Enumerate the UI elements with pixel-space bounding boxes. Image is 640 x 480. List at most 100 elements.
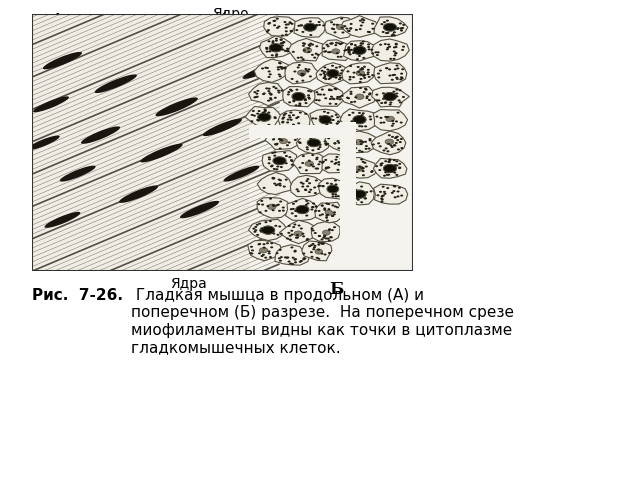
Circle shape bbox=[365, 96, 369, 97]
Circle shape bbox=[261, 68, 264, 70]
Circle shape bbox=[311, 154, 314, 156]
Circle shape bbox=[399, 28, 403, 30]
Circle shape bbox=[270, 165, 273, 168]
Circle shape bbox=[269, 93, 273, 95]
Circle shape bbox=[376, 54, 379, 56]
Circle shape bbox=[260, 255, 264, 257]
Circle shape bbox=[281, 118, 284, 120]
Circle shape bbox=[298, 25, 300, 27]
Ellipse shape bbox=[355, 140, 364, 145]
Circle shape bbox=[281, 35, 284, 36]
Circle shape bbox=[353, 72, 356, 73]
Ellipse shape bbox=[119, 185, 158, 203]
Circle shape bbox=[276, 234, 280, 236]
Circle shape bbox=[380, 102, 383, 104]
Circle shape bbox=[365, 166, 368, 168]
Circle shape bbox=[286, 238, 289, 240]
Circle shape bbox=[315, 53, 317, 55]
Circle shape bbox=[358, 150, 361, 152]
Circle shape bbox=[350, 187, 353, 189]
Circle shape bbox=[350, 144, 353, 145]
Circle shape bbox=[306, 238, 309, 240]
Ellipse shape bbox=[95, 74, 137, 93]
Circle shape bbox=[304, 189, 307, 191]
Circle shape bbox=[270, 246, 273, 248]
Ellipse shape bbox=[60, 166, 95, 181]
Circle shape bbox=[364, 88, 367, 90]
Circle shape bbox=[315, 158, 318, 160]
Circle shape bbox=[310, 256, 314, 258]
Circle shape bbox=[291, 230, 293, 232]
Polygon shape bbox=[316, 63, 347, 84]
Circle shape bbox=[327, 167, 330, 168]
Circle shape bbox=[336, 135, 339, 137]
Ellipse shape bbox=[383, 24, 396, 31]
Circle shape bbox=[282, 41, 285, 43]
Circle shape bbox=[297, 122, 300, 124]
Circle shape bbox=[265, 87, 268, 89]
Polygon shape bbox=[289, 38, 324, 61]
Polygon shape bbox=[322, 40, 352, 60]
Ellipse shape bbox=[140, 144, 182, 162]
Circle shape bbox=[378, 76, 380, 78]
Circle shape bbox=[294, 258, 297, 260]
Circle shape bbox=[392, 33, 395, 36]
Circle shape bbox=[386, 174, 389, 176]
Circle shape bbox=[347, 143, 350, 144]
Circle shape bbox=[300, 260, 303, 262]
Circle shape bbox=[348, 52, 351, 54]
Circle shape bbox=[359, 20, 362, 22]
Circle shape bbox=[335, 103, 337, 105]
Circle shape bbox=[360, 185, 363, 188]
Circle shape bbox=[285, 34, 288, 36]
Circle shape bbox=[292, 208, 295, 210]
Circle shape bbox=[323, 235, 326, 237]
Circle shape bbox=[275, 39, 278, 42]
Circle shape bbox=[282, 210, 285, 212]
Polygon shape bbox=[285, 62, 319, 84]
Ellipse shape bbox=[383, 165, 396, 172]
Circle shape bbox=[330, 96, 333, 98]
Circle shape bbox=[328, 103, 332, 105]
Circle shape bbox=[329, 236, 332, 238]
Circle shape bbox=[273, 182, 276, 185]
Circle shape bbox=[273, 137, 276, 139]
Circle shape bbox=[323, 110, 326, 113]
Circle shape bbox=[354, 44, 357, 46]
Circle shape bbox=[347, 48, 350, 49]
Circle shape bbox=[369, 92, 372, 95]
Circle shape bbox=[291, 246, 293, 249]
Circle shape bbox=[392, 74, 394, 76]
Circle shape bbox=[251, 250, 254, 252]
Circle shape bbox=[397, 191, 399, 192]
Ellipse shape bbox=[353, 46, 366, 54]
Circle shape bbox=[347, 48, 350, 50]
Circle shape bbox=[364, 197, 367, 199]
Circle shape bbox=[332, 119, 335, 121]
Circle shape bbox=[344, 137, 347, 139]
Circle shape bbox=[369, 116, 372, 118]
Circle shape bbox=[310, 251, 313, 253]
Circle shape bbox=[371, 52, 374, 54]
Circle shape bbox=[395, 44, 398, 46]
Circle shape bbox=[324, 144, 328, 146]
Circle shape bbox=[340, 158, 342, 160]
Circle shape bbox=[298, 105, 301, 107]
Ellipse shape bbox=[327, 70, 339, 77]
Circle shape bbox=[312, 149, 314, 151]
Circle shape bbox=[348, 164, 351, 166]
Circle shape bbox=[385, 67, 388, 69]
Circle shape bbox=[363, 77, 366, 79]
Circle shape bbox=[286, 48, 289, 50]
Circle shape bbox=[394, 54, 396, 56]
Circle shape bbox=[360, 24, 363, 26]
Circle shape bbox=[268, 22, 271, 24]
Circle shape bbox=[267, 29, 270, 31]
Circle shape bbox=[287, 261, 291, 263]
Circle shape bbox=[264, 221, 268, 223]
Circle shape bbox=[311, 44, 314, 46]
Circle shape bbox=[316, 156, 319, 159]
Circle shape bbox=[362, 21, 364, 24]
Circle shape bbox=[340, 183, 343, 185]
Circle shape bbox=[360, 201, 364, 203]
